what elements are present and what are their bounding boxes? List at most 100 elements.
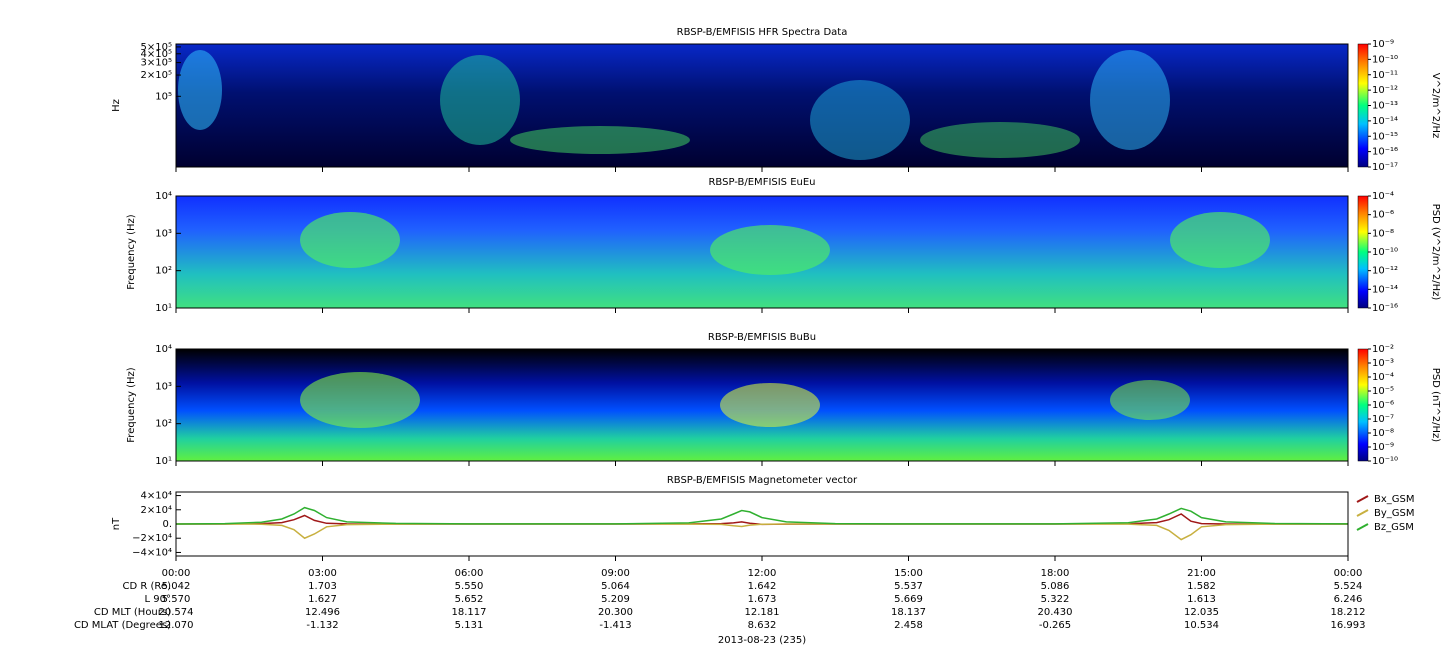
- colorbar-tick-label: 10⁻¹²: [1372, 266, 1398, 277]
- colorbar-tick-label: 10⁻¹⁰: [1372, 456, 1398, 467]
- y-tick-label: 2×10⁵: [141, 70, 172, 81]
- y-tick-label: 10²: [155, 419, 172, 430]
- ephemeris-value: 5.524: [1334, 581, 1363, 592]
- ephemeris-value: 18.117: [452, 607, 487, 618]
- y-tick-label: −4×10⁴: [132, 547, 172, 558]
- legend-swatch: [1356, 523, 1369, 531]
- ephemeris-value: 20.574: [159, 607, 194, 618]
- x-tick-label: 00:00: [162, 568, 191, 579]
- ephemeris-value: 12.496: [305, 607, 340, 618]
- data-line: [176, 523, 1349, 541]
- colorbar: [1357, 348, 1369, 462]
- colorbar-tick-label: 10⁻³: [1372, 358, 1394, 369]
- colorbar-tick-label: 10⁻¹⁰: [1372, 54, 1398, 65]
- ephemeris-value: -1.413: [599, 620, 631, 631]
- colorbar-tick-label: 10⁻¹²: [1372, 85, 1398, 96]
- colorbar-tick-label: 10⁻¹⁴: [1372, 284, 1398, 295]
- y-tick-label: 3×10⁵: [141, 58, 172, 69]
- ephemeris-value: 5.570: [162, 594, 191, 605]
- y-tick-label: 0.: [162, 519, 172, 530]
- ephemeris-value: -0.265: [1039, 620, 1071, 631]
- ephemeris-value: 1.582: [1187, 581, 1216, 592]
- colorbar-tick-label: 10⁻²: [1372, 344, 1394, 355]
- colorbar-tick-label: 10⁻⁴: [1372, 191, 1394, 202]
- x-tick-label: 21:00: [1187, 568, 1216, 579]
- x-tick-label: 15:00: [894, 568, 923, 579]
- panel-title: RBSP-B/EMFISIS EuEu: [708, 177, 815, 188]
- colorbar-tick-label: 10⁻⁷: [1372, 414, 1394, 425]
- ephemeris-value: 20.430: [1038, 607, 1073, 618]
- y-axis-label: nT: [111, 517, 122, 530]
- ephemeris-value: 5.209: [601, 594, 630, 605]
- colorbar: [1357, 195, 1369, 309]
- legend-label: By_GSM: [1374, 508, 1415, 519]
- ephemeris-value: 1.703: [308, 581, 337, 592]
- y-tick-label: 10¹: [155, 303, 172, 314]
- colorbar-tick-label: 10⁻⁹: [1372, 442, 1394, 453]
- x-tick-label: 03:00: [308, 568, 337, 579]
- colorbar-tick-label: 10⁻¹⁰: [1372, 247, 1398, 258]
- ephemeris-value: 5.042: [162, 581, 191, 592]
- colorbar-tick-label: 10⁻⁸: [1372, 228, 1394, 239]
- colorbar-label: PSD (V^2/m^2/Hz): [1430, 204, 1441, 301]
- colorbar-tick-label: 10⁻¹⁷: [1372, 162, 1398, 173]
- y-tick-label: 10²: [155, 266, 172, 277]
- data-line: [176, 513, 1348, 526]
- panel-title: RBSP-B/EMFISIS Magnetometer vector: [667, 475, 858, 486]
- ephemeris-value: 5.537: [894, 581, 923, 592]
- colorbar-tick-label: 10⁻⁴: [1372, 372, 1394, 383]
- colorbar-tick-label: 10⁻⁹: [1372, 39, 1394, 50]
- y-tick-label: 10¹: [155, 456, 172, 467]
- y-tick-label: 4×10⁴: [141, 491, 172, 502]
- date-label: 2013-08-23 (235): [718, 635, 806, 646]
- y-tick-label: 10³: [155, 381, 172, 392]
- legend-swatch: [1356, 495, 1369, 503]
- ephemeris-label: L 90°: [145, 594, 171, 605]
- y-tick-label: 4×10⁵: [141, 49, 172, 60]
- panel-title: RBSP-B/EMFISIS HFR Spectra Data: [677, 27, 848, 38]
- ephemeris-value: 18.137: [891, 607, 926, 618]
- ephemeris-value: 1.627: [308, 594, 337, 605]
- panel-title: RBSP-B/EMFISIS BuBu: [708, 332, 816, 343]
- x-tick-label: 09:00: [601, 568, 630, 579]
- colorbar-tick-label: 10⁻⁸: [1372, 428, 1394, 439]
- ephemeris-value: 12.181: [745, 607, 780, 618]
- ephemeris-value: 2.458: [894, 620, 923, 631]
- y-tick-label: 5×10⁵: [141, 42, 172, 53]
- x-tick-label: 00:00: [1334, 568, 1363, 579]
- y-axis-label: Frequency (Hz): [126, 214, 137, 290]
- ephemeris-label: CD R (Re): [123, 581, 172, 592]
- ephemeris-label: CD MLAT (Degrees): [74, 620, 171, 631]
- legend-swatch: [1356, 509, 1369, 517]
- ephemeris-label: CD MLT (Hours): [94, 607, 171, 618]
- colorbar-tick-label: 10⁻¹⁶: [1372, 303, 1398, 314]
- ephemeris-value: 10.534: [1184, 620, 1219, 631]
- ephemeris-value: 5.064: [601, 581, 630, 592]
- colorbar: [1357, 43, 1369, 168]
- colorbar-tick-label: 10⁻¹⁵: [1372, 131, 1398, 142]
- legend-label: Bz_GSM: [1374, 522, 1414, 533]
- ephemeris-value: 5.652: [455, 594, 484, 605]
- colorbar-label: PSD (nT^2/Hz): [1430, 368, 1441, 442]
- colorbar-tick-label: 10⁻¹¹: [1372, 70, 1398, 81]
- y-tick-label: −2×10⁴: [132, 533, 172, 544]
- colorbar-tick-label: 10⁻⁵: [1372, 386, 1394, 397]
- ephemeris-value: 5.669: [894, 594, 923, 605]
- y-tick-label: 10⁴: [155, 344, 172, 355]
- ephemeris-value: 5.322: [1041, 594, 1070, 605]
- colorbar-tick-label: 10⁻⁶: [1372, 210, 1394, 221]
- colorbar-label: V^2/m^2/Hz: [1430, 73, 1441, 139]
- ephemeris-value: 1.613: [1187, 594, 1216, 605]
- ephemeris-value: 6.246: [1334, 594, 1363, 605]
- ephemeris-value: 20.300: [598, 607, 633, 618]
- ephemeris-value: 12.035: [1184, 607, 1219, 618]
- data-line: [175, 506, 1349, 525]
- ephemeris-value: -1.132: [306, 620, 338, 631]
- colorbar-tick-label: 10⁻¹⁴: [1372, 116, 1398, 127]
- y-tick-label: 2×10⁴: [141, 505, 172, 516]
- x-tick-label: 06:00: [455, 568, 484, 579]
- ephemeris-value: 16.993: [1331, 620, 1366, 631]
- y-tick-label: 10³: [155, 228, 172, 239]
- ephemeris-value: 5.550: [455, 581, 484, 592]
